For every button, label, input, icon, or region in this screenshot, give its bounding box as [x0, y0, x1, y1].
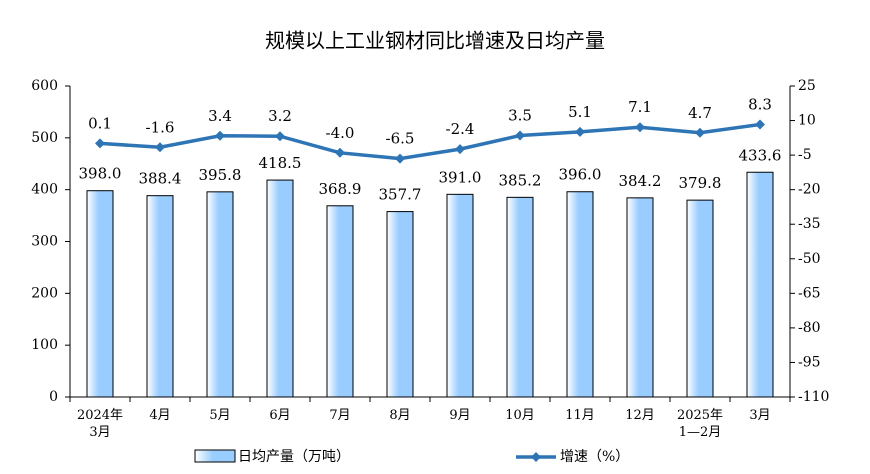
marker	[395, 153, 405, 164]
bar-value-label: 418.5	[259, 154, 302, 172]
x-tick-label: 12月	[625, 408, 655, 423]
bar	[746, 171, 774, 398]
y-tick-label: 300	[31, 234, 58, 250]
bar-value-label: 398.0	[79, 165, 122, 183]
x-tick-label: 2025年 1—2月	[677, 408, 723, 440]
bar-value-label: 388.4	[139, 170, 182, 188]
label-line: 2024年	[77, 408, 123, 423]
bar-value-label: 379.8	[679, 174, 722, 192]
label-line: 9月	[449, 408, 470, 423]
x-tick-label: 10月	[505, 408, 535, 423]
legend-label: 增速（%）	[560, 449, 629, 465]
marker	[155, 142, 165, 153]
line-value-label: -4.0	[326, 124, 355, 142]
label-line: 4月	[149, 408, 170, 423]
label-line: 2025年	[677, 408, 723, 423]
y2-tick-label: -80	[798, 320, 821, 336]
y2-tick-label: -20	[798, 182, 821, 198]
label-line: 7月	[329, 408, 350, 423]
line-value-label: 0.1	[88, 114, 112, 132]
bar-value-label: 368.9	[319, 180, 362, 198]
y2-tick-label: -65	[798, 285, 821, 301]
bar	[686, 199, 714, 398]
x-tick-label: 8月	[389, 408, 410, 423]
x-tick-label: 6月	[269, 408, 290, 423]
bar-value-label: 384.2	[619, 172, 662, 190]
bar	[86, 190, 114, 398]
bar	[386, 211, 414, 398]
y-tick-label: 400	[31, 182, 58, 198]
bar	[266, 179, 294, 398]
legend-label: 日均产量（万吨）	[238, 449, 350, 465]
label-line: 3月	[89, 425, 110, 440]
x-tick-label: 3月	[749, 408, 770, 423]
marker	[755, 119, 765, 130]
y2-tick-label: 25	[798, 78, 816, 94]
y-tick-label: 500	[31, 130, 58, 146]
x-tick-label: 11月	[565, 408, 595, 423]
y2-tick-label: -35	[798, 216, 821, 232]
x-tick-label: 2024年 3月	[77, 408, 123, 440]
y2-tick-label: -5	[798, 147, 812, 163]
x-tick-label: 7月	[329, 408, 350, 423]
label-line: 6月	[269, 408, 290, 423]
line-value-label: -1.6	[146, 118, 175, 136]
bar-value-label: 357.7	[379, 186, 422, 204]
line	[99, 122, 761, 161]
line-value-label: 3.5	[508, 107, 532, 125]
bar	[566, 191, 594, 398]
marker	[95, 138, 105, 149]
bar	[506, 196, 534, 398]
bar	[626, 197, 654, 398]
chart-title: 规模以上工业钢材同比增速及日均产量	[265, 29, 605, 53]
marker	[335, 147, 345, 158]
line-value-label: 3.2	[268, 107, 292, 125]
marker	[275, 131, 285, 142]
label-line: 8月	[389, 408, 410, 423]
label-line: 11月	[565, 408, 595, 423]
bar	[326, 205, 354, 398]
marker	[695, 127, 705, 138]
x-tick-label: 4月	[149, 408, 170, 423]
line-value-label: 7.1	[628, 98, 652, 116]
y2-tick-label: 10	[798, 113, 816, 129]
marker	[215, 130, 225, 141]
legend-swatch	[194, 449, 236, 463]
marker	[515, 130, 525, 141]
y2-tick-label: -95	[798, 354, 821, 370]
marker	[635, 122, 645, 133]
y2-tick-label: -50	[798, 251, 821, 267]
y2-tick-label: -110	[798, 389, 829, 405]
line-value-label: 5.1	[568, 103, 592, 121]
label-line: 10月	[505, 408, 535, 423]
bar	[206, 191, 234, 398]
marker	[455, 144, 465, 155]
bar-value-label: 433.6	[739, 146, 782, 164]
x-tick-label: 5月	[209, 408, 230, 423]
label-line: 1—2月	[679, 425, 722, 440]
y-tick-label: 600	[31, 78, 58, 94]
y-tick-label: 0	[49, 389, 58, 405]
x-tick-label: 9月	[449, 408, 470, 423]
line-value-label: 4.7	[688, 104, 712, 122]
bar-value-label: 385.2	[499, 171, 542, 189]
label-line: 12月	[625, 408, 655, 423]
line-value-label: 3.4	[208, 107, 232, 125]
line-value-label: -6.5	[386, 130, 415, 148]
line-value-label: 8.3	[748, 95, 772, 113]
legend-marker	[531, 452, 541, 462]
label-line: 5月	[209, 408, 230, 423]
line-value-label: -2.4	[446, 120, 475, 138]
label-line: 3月	[749, 408, 770, 423]
bar	[146, 195, 174, 398]
marker	[575, 126, 585, 137]
y-tick-label: 100	[31, 337, 58, 353]
bar-value-label: 396.0	[559, 166, 602, 184]
bar-value-label: 391.0	[439, 168, 482, 186]
y-tick-label: 200	[31, 285, 58, 301]
bar	[446, 193, 474, 398]
bar-value-label: 395.8	[199, 166, 242, 184]
